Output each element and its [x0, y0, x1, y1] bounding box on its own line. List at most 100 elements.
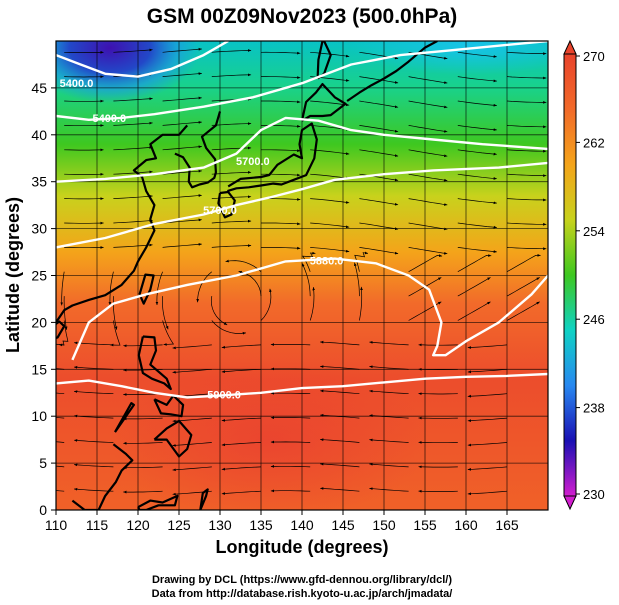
streamline [457, 76, 497, 83]
streamline [113, 146, 153, 151]
streamline [162, 320, 175, 346]
streamline [408, 173, 448, 182]
contour-label: 5400.0 [92, 113, 126, 125]
y-tick-label: 15 [31, 361, 47, 377]
streamline [506, 51, 547, 55]
coastline-halmahera [199, 488, 209, 510]
streamline [369, 414, 409, 419]
streamline [320, 413, 360, 419]
streamline [261, 100, 301, 104]
streamline [467, 393, 508, 398]
y-tick-label: 10 [31, 408, 47, 424]
streamline [506, 76, 547, 80]
streamline [467, 442, 508, 447]
y-tick-label: 35 [31, 174, 47, 190]
streamline [221, 442, 262, 447]
streamline [457, 198, 497, 205]
streamline [320, 462, 360, 468]
streamline [113, 219, 153, 224]
streamline [172, 466, 212, 472]
colorbar-min-triangle [563, 495, 577, 511]
streamline [310, 198, 350, 204]
streamline [210, 296, 228, 326]
streamline [162, 72, 202, 77]
streamline [211, 244, 252, 248]
streamline [270, 416, 311, 420]
streamline [113, 97, 153, 102]
streamline [211, 122, 252, 126]
y-axis-ticks: 0 5 10 15 20 25 30 35 40 45 [31, 80, 56, 518]
streamline [162, 194, 202, 199]
streamline [196, 271, 213, 303]
coastline-visayas [153, 394, 185, 418]
streamline [359, 286, 363, 321]
x-tick-label: 140 [290, 517, 314, 533]
streamline [270, 367, 311, 371]
streamline [112, 296, 118, 330]
streamline [506, 222, 547, 226]
coastline-kyushu [217, 190, 236, 219]
streamline [56, 417, 65, 419]
streamline [63, 296, 68, 330]
y-tick-label: 5 [39, 455, 47, 471]
streamline [457, 173, 497, 180]
coastline-taiwan [138, 273, 155, 305]
streamline [261, 173, 301, 177]
contour-label: 5700.0 [203, 205, 237, 217]
streamline [123, 490, 163, 494]
streamline [270, 465, 311, 468]
streamline [457, 301, 491, 321]
contour-label: 5900.0 [207, 390, 241, 402]
y-axis-label: Latitude (degrees) [3, 197, 23, 353]
streamline [211, 170, 252, 175]
y-tick-label: 20 [31, 314, 47, 330]
streamline [172, 368, 212, 374]
streamline [211, 146, 252, 151]
y-tick-label: 40 [31, 127, 47, 143]
streamline [467, 466, 508, 471]
streamline [221, 368, 262, 374]
streamline [467, 344, 508, 349]
y-tick-label: 0 [39, 502, 47, 518]
streamline [310, 149, 350, 155]
streamline [123, 441, 163, 445]
x-axis-label: Longitude (degrees) [215, 537, 388, 557]
contour-label: 5700.0 [236, 156, 270, 168]
coastline-hainan [56, 320, 66, 340]
streamline [320, 487, 360, 492]
height-contour-5400.0 [56, 41, 548, 121]
cold-core-region [56, 41, 200, 103]
streamline [457, 51, 497, 58]
x-tick-label: 115 [86, 517, 109, 533]
streamline [359, 198, 399, 206]
streamline [467, 490, 508, 496]
streamline [320, 365, 360, 370]
streamline [359, 247, 399, 255]
streamline [320, 340, 360, 346]
streamline [162, 47, 202, 53]
x-tick-label: 135 [249, 517, 273, 533]
height-contour-5700.0 [56, 161, 548, 249]
streamline [260, 246, 301, 250]
streamline [260, 51, 301, 55]
streamline [172, 344, 212, 350]
x-tick-label: 145 [331, 517, 355, 533]
streamline [261, 149, 301, 153]
grid-lines [56, 41, 548, 510]
footer-credit-data: Data from http://database.rish.kyoto-u.a… [152, 588, 453, 600]
streamline [320, 389, 360, 395]
streamline [162, 96, 202, 102]
streamline [408, 222, 448, 231]
streamline [310, 100, 350, 107]
streamline [408, 254, 443, 273]
coastline-luzon [137, 335, 172, 391]
streamline [221, 344, 262, 349]
streamline [270, 391, 311, 395]
streamline [359, 222, 399, 231]
streamline [113, 48, 153, 53]
streamline [261, 124, 301, 128]
streamline [320, 438, 360, 443]
streamline [74, 414, 114, 419]
colorbar-bar [563, 53, 577, 497]
streamline [74, 365, 114, 370]
